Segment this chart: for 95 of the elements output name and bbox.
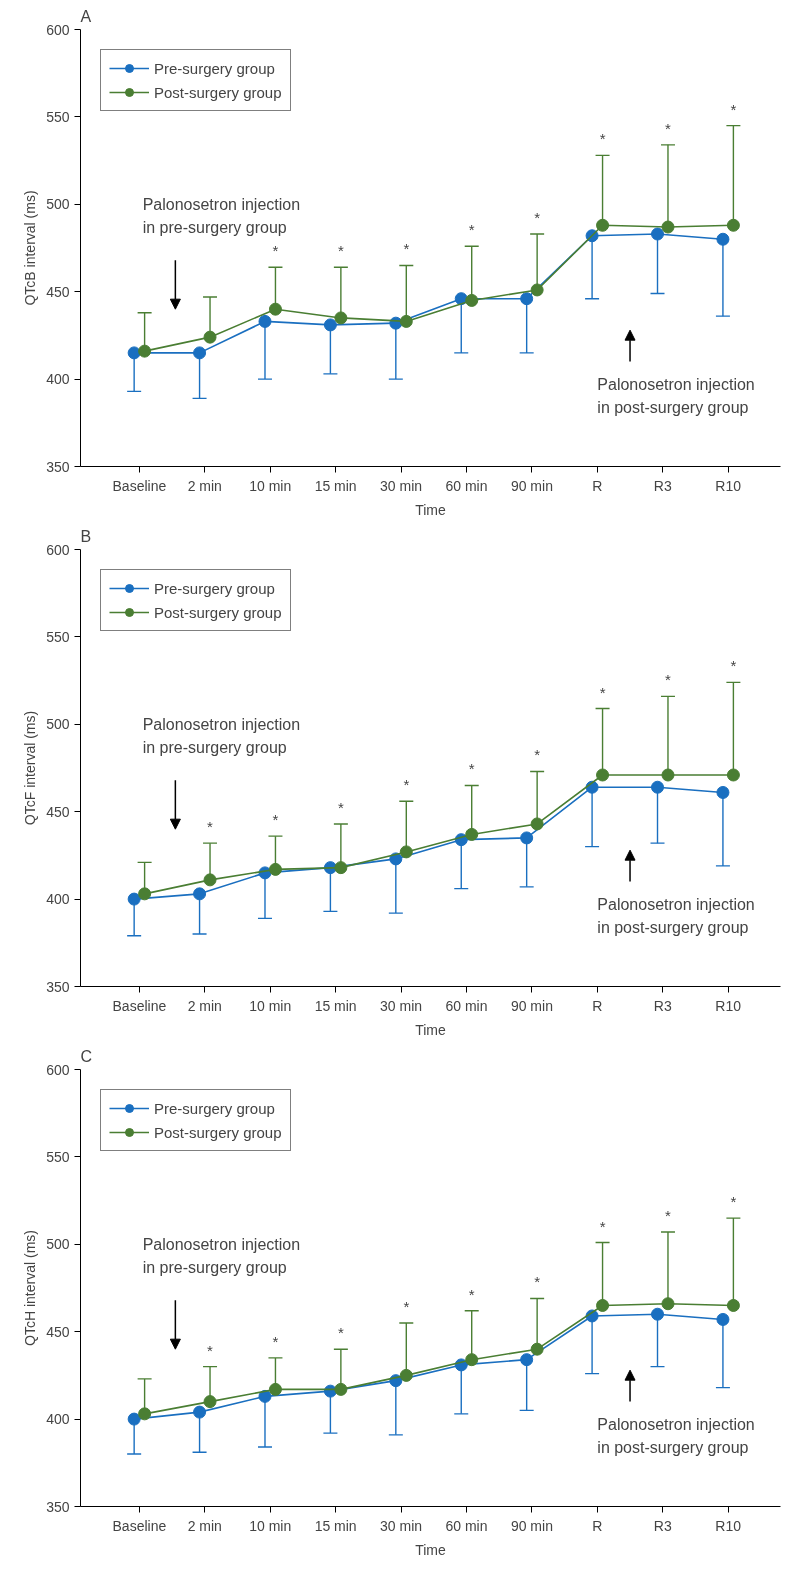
annotation: * <box>599 1217 606 1235</box>
y-tick-label: 350 <box>46 1498 70 1515</box>
annotation: Palonosetron injection in post-surgery group <box>597 376 755 416</box>
y-tick-label: 400 <box>46 1411 70 1428</box>
annotation: * <box>337 242 344 260</box>
y-axis-title: QTcH interval (ms) <box>22 1230 39 1346</box>
legend-label: Post-surgery group <box>154 1123 282 1141</box>
x-tick-label: Baseline <box>112 1517 167 1534</box>
x-tick-label: 60 min <box>445 477 488 494</box>
x-tick-label: 30 min <box>380 477 423 494</box>
annotation: Palonosetron injection in post-surgery group <box>597 896 755 936</box>
annotation: * <box>599 130 606 148</box>
y-tick-label: 350 <box>46 978 70 995</box>
x-tick-label: 10 min <box>249 477 292 494</box>
annotation: * <box>534 1273 541 1291</box>
y-tick-label: 550 <box>46 108 70 125</box>
legend-label: Pre-surgery group <box>154 59 275 77</box>
x-tick-label: 2 min <box>187 477 222 494</box>
x-tick-label: 15 min <box>314 997 357 1014</box>
x-tick-label: 90 min <box>510 477 553 494</box>
y-tick-label: 350 <box>46 458 70 475</box>
annotation: * <box>599 683 606 701</box>
y-tick-label: 600 <box>46 21 70 38</box>
x-tick-label: R <box>592 477 603 494</box>
x-tick-label: 10 min <box>249 997 292 1014</box>
x-tick-label: 30 min <box>380 997 423 1014</box>
x-tick-label: R3 <box>653 1517 672 1534</box>
chart-title: A <box>80 7 92 25</box>
annotation: * <box>665 1207 672 1225</box>
x-tick-label: 15 min <box>314 477 357 494</box>
annotation: * <box>403 1297 410 1315</box>
annotation: Palonosetron injection in pre-surgery group <box>142 196 301 236</box>
x-tick-label: 2 min <box>187 1517 222 1534</box>
x-axis-title: Time <box>415 1021 447 1038</box>
annotation: * <box>468 760 475 778</box>
annotation: Palonosetron injection in pre-surgery group <box>142 716 301 756</box>
annotation: * <box>534 209 541 227</box>
x-tick-label: Baseline <box>112 477 167 494</box>
x-tick-label: 90 min <box>510 997 553 1014</box>
annotation: * <box>403 776 410 794</box>
legend-label: Post-surgery group <box>154 603 282 621</box>
x-axis-title: Time <box>415 1541 447 1558</box>
annotation: * <box>730 657 737 675</box>
x-tick-label: R10 <box>715 1517 742 1534</box>
x-tick-label: 2 min <box>187 997 222 1014</box>
y-tick-label: 450 <box>46 1323 70 1340</box>
x-axis-title: Time <box>415 501 447 518</box>
x-tick-label: R10 <box>715 997 742 1014</box>
annotation: * <box>272 1332 279 1350</box>
y-tick-label: 500 <box>46 716 70 733</box>
annotation: Palonosetron injection in pre-surgery group <box>142 1236 301 1276</box>
x-tick-label: R <box>592 1517 603 1534</box>
annotation: * <box>534 746 541 764</box>
annotation: * <box>272 242 279 260</box>
annotation: * <box>337 1324 344 1342</box>
annotation: * <box>207 818 214 836</box>
annotation: * <box>468 1285 475 1303</box>
annotation: * <box>403 240 410 258</box>
annotation: * <box>468 221 475 239</box>
annotation: Palonosetron injection in post-surgery group <box>597 1416 755 1456</box>
x-tick-label: 30 min <box>380 1517 423 1534</box>
annotation: * <box>207 1341 214 1359</box>
x-tick-label: 60 min <box>445 997 488 1014</box>
x-tick-label: 10 min <box>249 1517 292 1534</box>
y-tick-label: 600 <box>46 541 70 558</box>
y-tick-label: 400 <box>46 371 70 388</box>
x-tick-label: 15 min <box>314 1517 357 1534</box>
x-tick-label: R3 <box>653 477 672 494</box>
legend-label: Pre-surgery group <box>154 1099 275 1117</box>
chart-title: B <box>80 527 92 545</box>
y-tick-label: 450 <box>46 803 70 820</box>
annotation: * <box>730 1193 737 1211</box>
x-tick-label: R10 <box>715 477 742 494</box>
annotation: * <box>665 119 672 137</box>
legend-label: Post-surgery group <box>154 83 282 101</box>
y-tick-label: 450 <box>46 283 70 300</box>
y-tick-label: 400 <box>46 891 70 908</box>
annotation: * <box>272 811 279 829</box>
legend-label: Pre-surgery group <box>154 579 275 597</box>
annotation: * <box>337 798 344 816</box>
chart-title: C <box>80 1047 93 1065</box>
y-tick-label: 550 <box>46 1148 70 1165</box>
y-axis-title: QTcF interval (ms) <box>22 710 39 826</box>
y-axis-title: QTcB interval (ms) <box>22 190 39 306</box>
annotation: * <box>665 671 672 689</box>
x-tick-label: 60 min <box>445 1517 488 1534</box>
y-tick-label: 550 <box>46 628 70 645</box>
x-tick-label: R3 <box>653 997 672 1014</box>
annotation: * <box>730 100 737 118</box>
y-tick-label: 500 <box>46 1236 70 1253</box>
x-tick-label: 90 min <box>510 1517 553 1534</box>
x-tick-label: Baseline <box>112 997 167 1014</box>
y-tick-label: 500 <box>46 196 70 213</box>
y-tick-label: 600 <box>46 1061 70 1078</box>
x-tick-label: R <box>592 997 603 1014</box>
